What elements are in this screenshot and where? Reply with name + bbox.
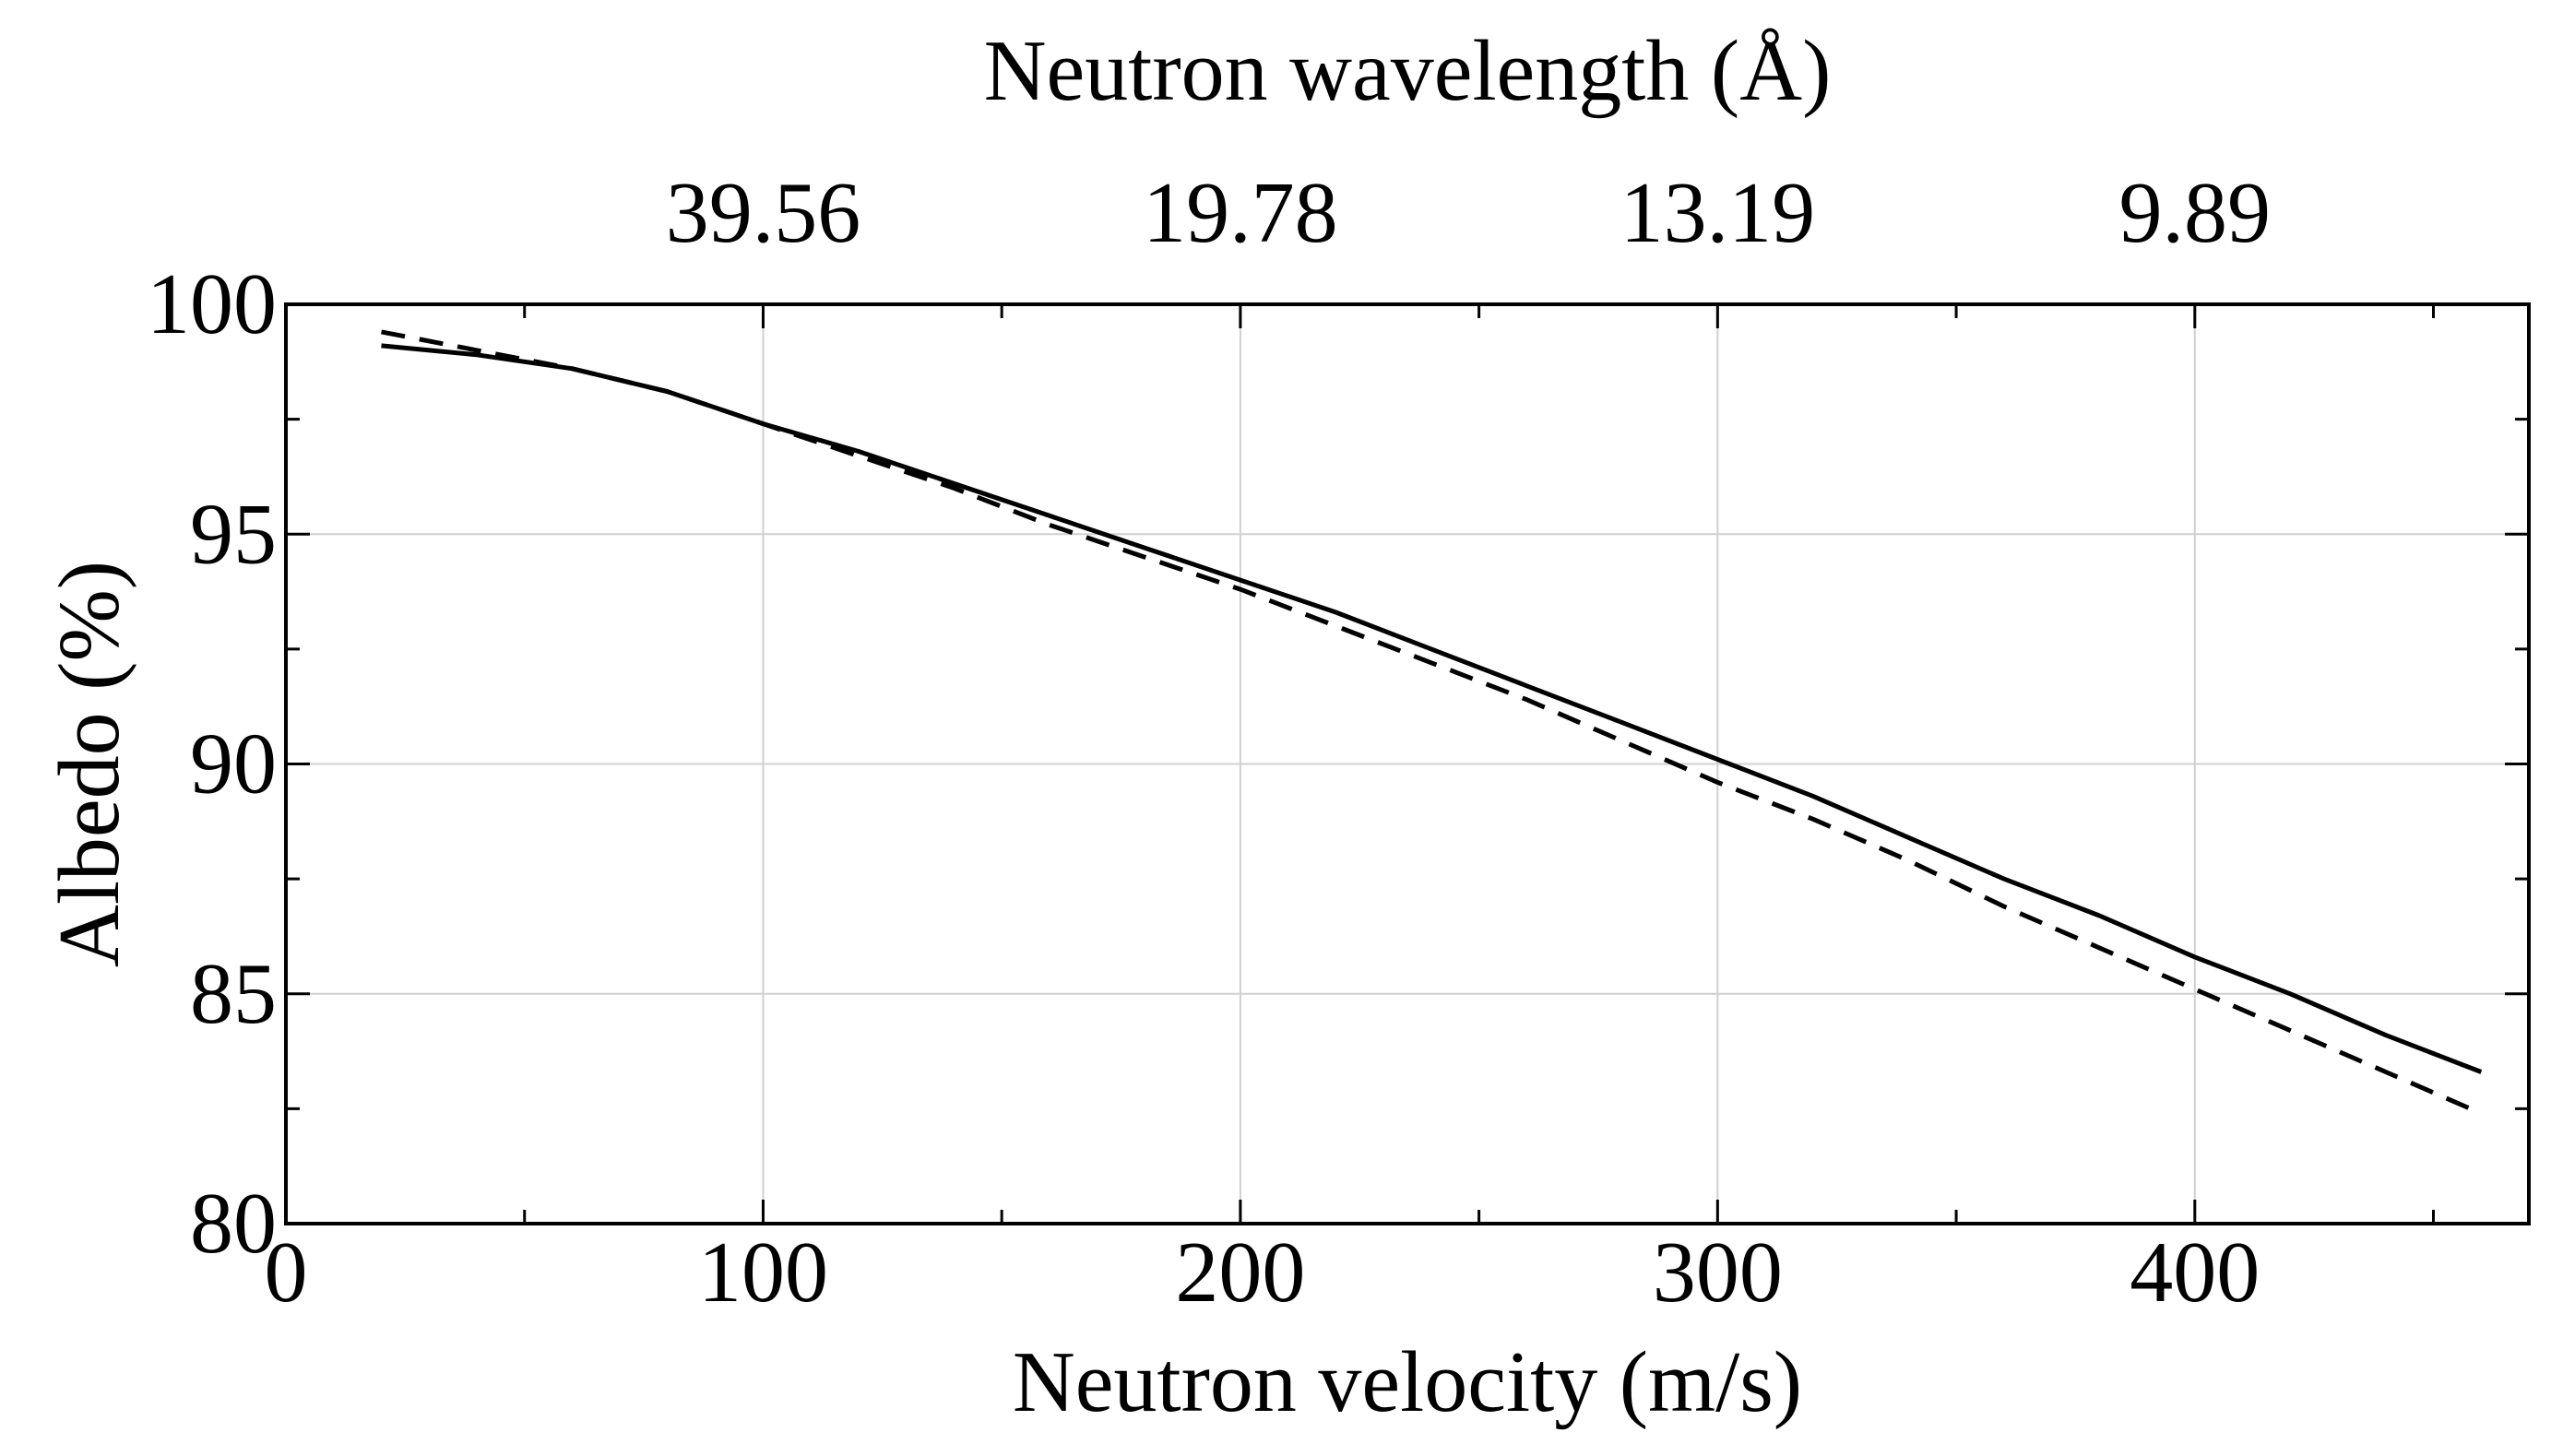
y-tick-label: 85 [190, 946, 277, 1042]
x-tick-label: 300 [1653, 1225, 1783, 1320]
top-tick-label: 19.78 [1143, 165, 1338, 261]
series-line-dashed [381, 329, 2483, 1116]
grid-layer [286, 304, 2529, 1224]
y-axis-title: Albedo (%) [42, 561, 137, 967]
x-tick-label: 0 [265, 1225, 308, 1320]
top-tick-label: 39.56 [666, 165, 861, 261]
y-tick-label: 95 [190, 486, 277, 582]
x-tick-label: 400 [2130, 1225, 2260, 1320]
top-axis-title: Neutron wavelength (Å) [984, 23, 1832, 119]
x-tick-label: 200 [1175, 1225, 1305, 1320]
x-tick-label: 100 [698, 1225, 828, 1320]
top-tick-label: 13.19 [1620, 165, 1816, 261]
y-tick-label: 90 [190, 716, 277, 812]
y-tick-label: 100 [147, 256, 277, 352]
series-line-solid [381, 343, 2483, 1074]
series-layer [381, 329, 2483, 1116]
x-axis-title: Neutron velocity (m/s) [1013, 1334, 1802, 1430]
y-tick-label: 80 [190, 1176, 277, 1272]
label-layer: 0 100 200 300 400 80 85 90 95 100 39.56 19.78 13.19 9… [147, 165, 2271, 1320]
top-tick-label: 9.89 [2119, 165, 2272, 261]
tick-layer [284, 302, 2529, 1225]
